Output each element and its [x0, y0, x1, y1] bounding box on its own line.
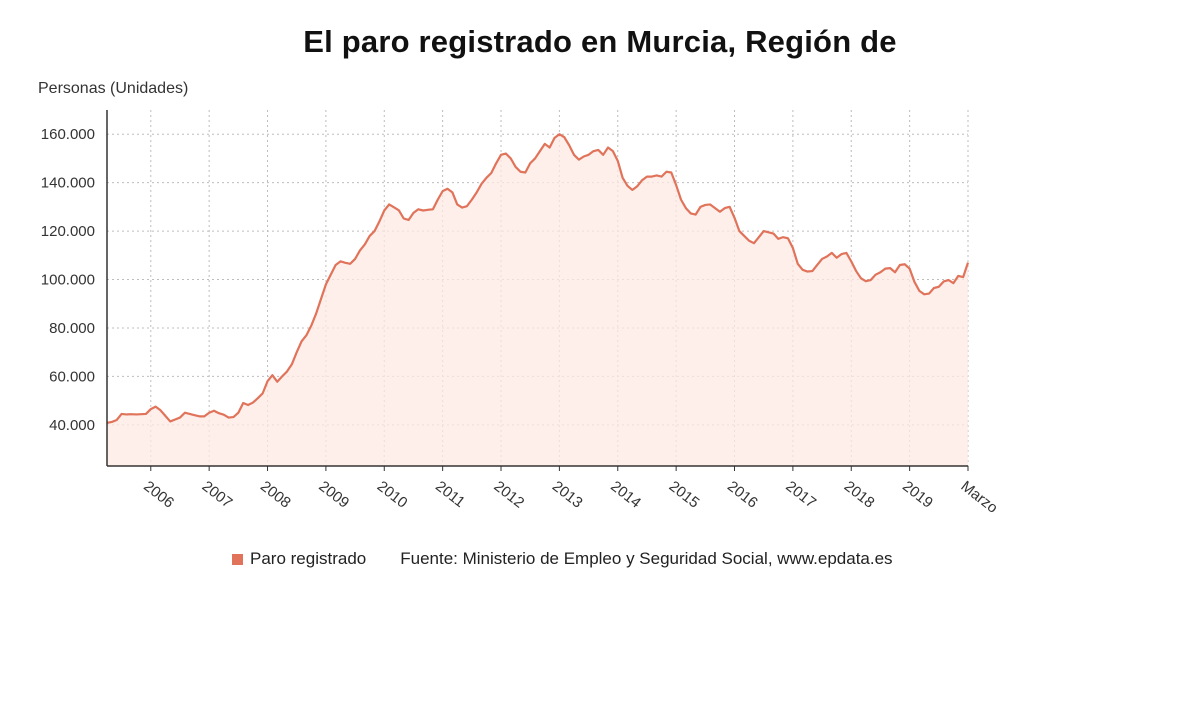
x-tick-label: 2008 [257, 478, 294, 512]
x-tick-label: Marzo [958, 478, 1001, 517]
y-tick-label: 40.000 [49, 417, 95, 434]
line-chart: 40.000 60.000 80.000 100.000 120.000 140.000 1… [41, 110, 1001, 517]
x-tick-label: 2014 [607, 478, 644, 512]
x-tick-label: 2012 [491, 478, 528, 512]
y-tick-label: 120.000 [41, 223, 95, 240]
x-axis-ticks: 2006 2007 2008 2009 2010 2011 2012 2013 2014 2015… [140, 466, 1001, 517]
y-tick-label: 80.000 [49, 320, 95, 337]
x-tick-label: 2016 [724, 478, 761, 512]
source-note: Fuente: Ministerio de Empleo y Seguridad… [400, 549, 893, 568]
x-tick-label: 2010 [374, 478, 411, 512]
x-tick-label: 2009 [315, 478, 352, 512]
series-line-paro-registrado [106, 133, 970, 424]
y-axis-ticks: 40.000 60.000 80.000 100.000 120.000 140.000 1… [41, 126, 95, 434]
y-tick-label: 140.000 [41, 175, 95, 192]
x-tick-label: 2015 [666, 478, 703, 512]
x-tick-label: 2011 [432, 478, 468, 511]
x-tick-label: 2007 [199, 478, 236, 512]
x-tick-label: 2019 [899, 478, 936, 512]
y-axis-label: Personas (Unidades) [38, 80, 189, 97]
legend-swatch [232, 553, 243, 565]
x-tick-label: 2006 [140, 478, 177, 512]
x-tick-label: 2017 [782, 478, 819, 512]
series-area-paro-registrado [107, 134, 968, 466]
legend: Paro registrado Fuente: Ministerio de Em… [232, 549, 893, 569]
x-tick-label: 2013 [549, 478, 586, 512]
y-tick-label: 160.000 [41, 126, 95, 143]
legend-series-label: Paro registrado [250, 549, 367, 568]
axes [106, 110, 968, 467]
x-tick-label: 2018 [841, 478, 878, 512]
y-tick-label: 60.000 [49, 368, 95, 385]
chart-title: El paro registrado en Murcia, Región de [303, 24, 897, 59]
y-tick-label: 100.000 [41, 272, 95, 289]
